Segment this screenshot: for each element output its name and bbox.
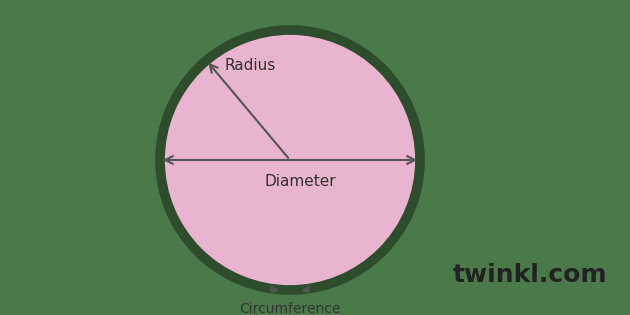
Text: Radius: Radius	[224, 58, 276, 73]
Circle shape	[160, 30, 420, 290]
Text: Circumference: Circumference	[239, 302, 341, 315]
Text: twinkl.com: twinkl.com	[453, 263, 607, 287]
Text: Diameter: Diameter	[264, 174, 336, 189]
